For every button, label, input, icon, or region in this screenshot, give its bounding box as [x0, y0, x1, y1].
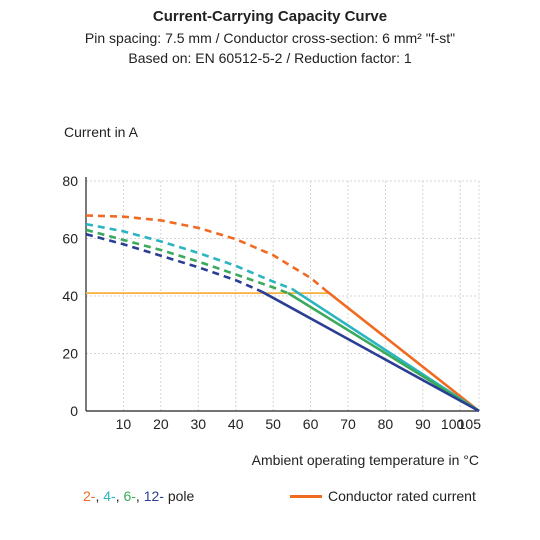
x-tick-label: 30: [190, 416, 206, 432]
legend-item-6-pole: 6-: [123, 488, 136, 504]
grid: [86, 180, 480, 411]
x-tick-label: 80: [378, 416, 394, 432]
chart-subtitle-line-1: Pin spacing: 7.5 mm / Conductor cross-se…: [84, 30, 456, 46]
y-tick-label: 40: [62, 288, 78, 304]
legend-pole-suffix: pole: [163, 488, 195, 504]
y-tick-label: 0: [70, 403, 78, 419]
legend-poles: 2-, 4-, 6-, 12- pole: [83, 488, 195, 504]
series-6-pole-rated-curve: [287, 292, 480, 413]
x-tick-label: 60: [303, 416, 319, 432]
legend-rated-current: Conductor rated current: [290, 488, 476, 504]
x-tick-label: 90: [415, 416, 431, 432]
y-axis-label: Current in A: [64, 124, 139, 140]
series-2-pole-rated-curve: [324, 289, 480, 413]
x-tick-label: 105: [458, 416, 482, 432]
chart-canvas: Current in A 0 20 40 60 80 10 20 30 40 50 60 70 80 90…: [62, 124, 481, 468]
legend-item-2-pole: 2-: [83, 488, 96, 504]
x-tick-label: 70: [340, 416, 356, 432]
series-12-pole-rated-curve: [261, 290, 480, 413]
y-tick-label: 60: [62, 231, 78, 247]
series-6-pole-derating-curve: [85, 228, 289, 295]
x-tick-label: 10: [116, 416, 132, 432]
chart-title: Current-Carrying Capacity Curve: [152, 8, 388, 25]
x-tick-label: 40: [228, 416, 244, 432]
x-tick-label: 20: [153, 416, 169, 432]
series-group: [85, 214, 480, 413]
x-axis-label: Ambient operating temperature in °C: [252, 452, 479, 468]
rated-current-label: Conductor rated current: [328, 488, 476, 504]
legend-item-4-pole: 4-: [103, 488, 116, 504]
x-tick-label: 50: [265, 416, 281, 432]
y-tick-label: 20: [62, 346, 78, 362]
series-4-pole-derating-curve: [85, 222, 293, 291]
series-12-pole-derating-curve: [85, 232, 263, 293]
legend-item-12-pole: 12-: [143, 488, 164, 504]
y-tick-label: 80: [62, 173, 78, 189]
x-tick-label: 100: [441, 416, 465, 432]
rated-current-swatch: [290, 494, 322, 498]
chart-subtitle-line-2: Based on: EN 60512-5-2 / Reduction facto…: [128, 50, 412, 66]
series-2-pole-derating-curve: [85, 214, 327, 292]
